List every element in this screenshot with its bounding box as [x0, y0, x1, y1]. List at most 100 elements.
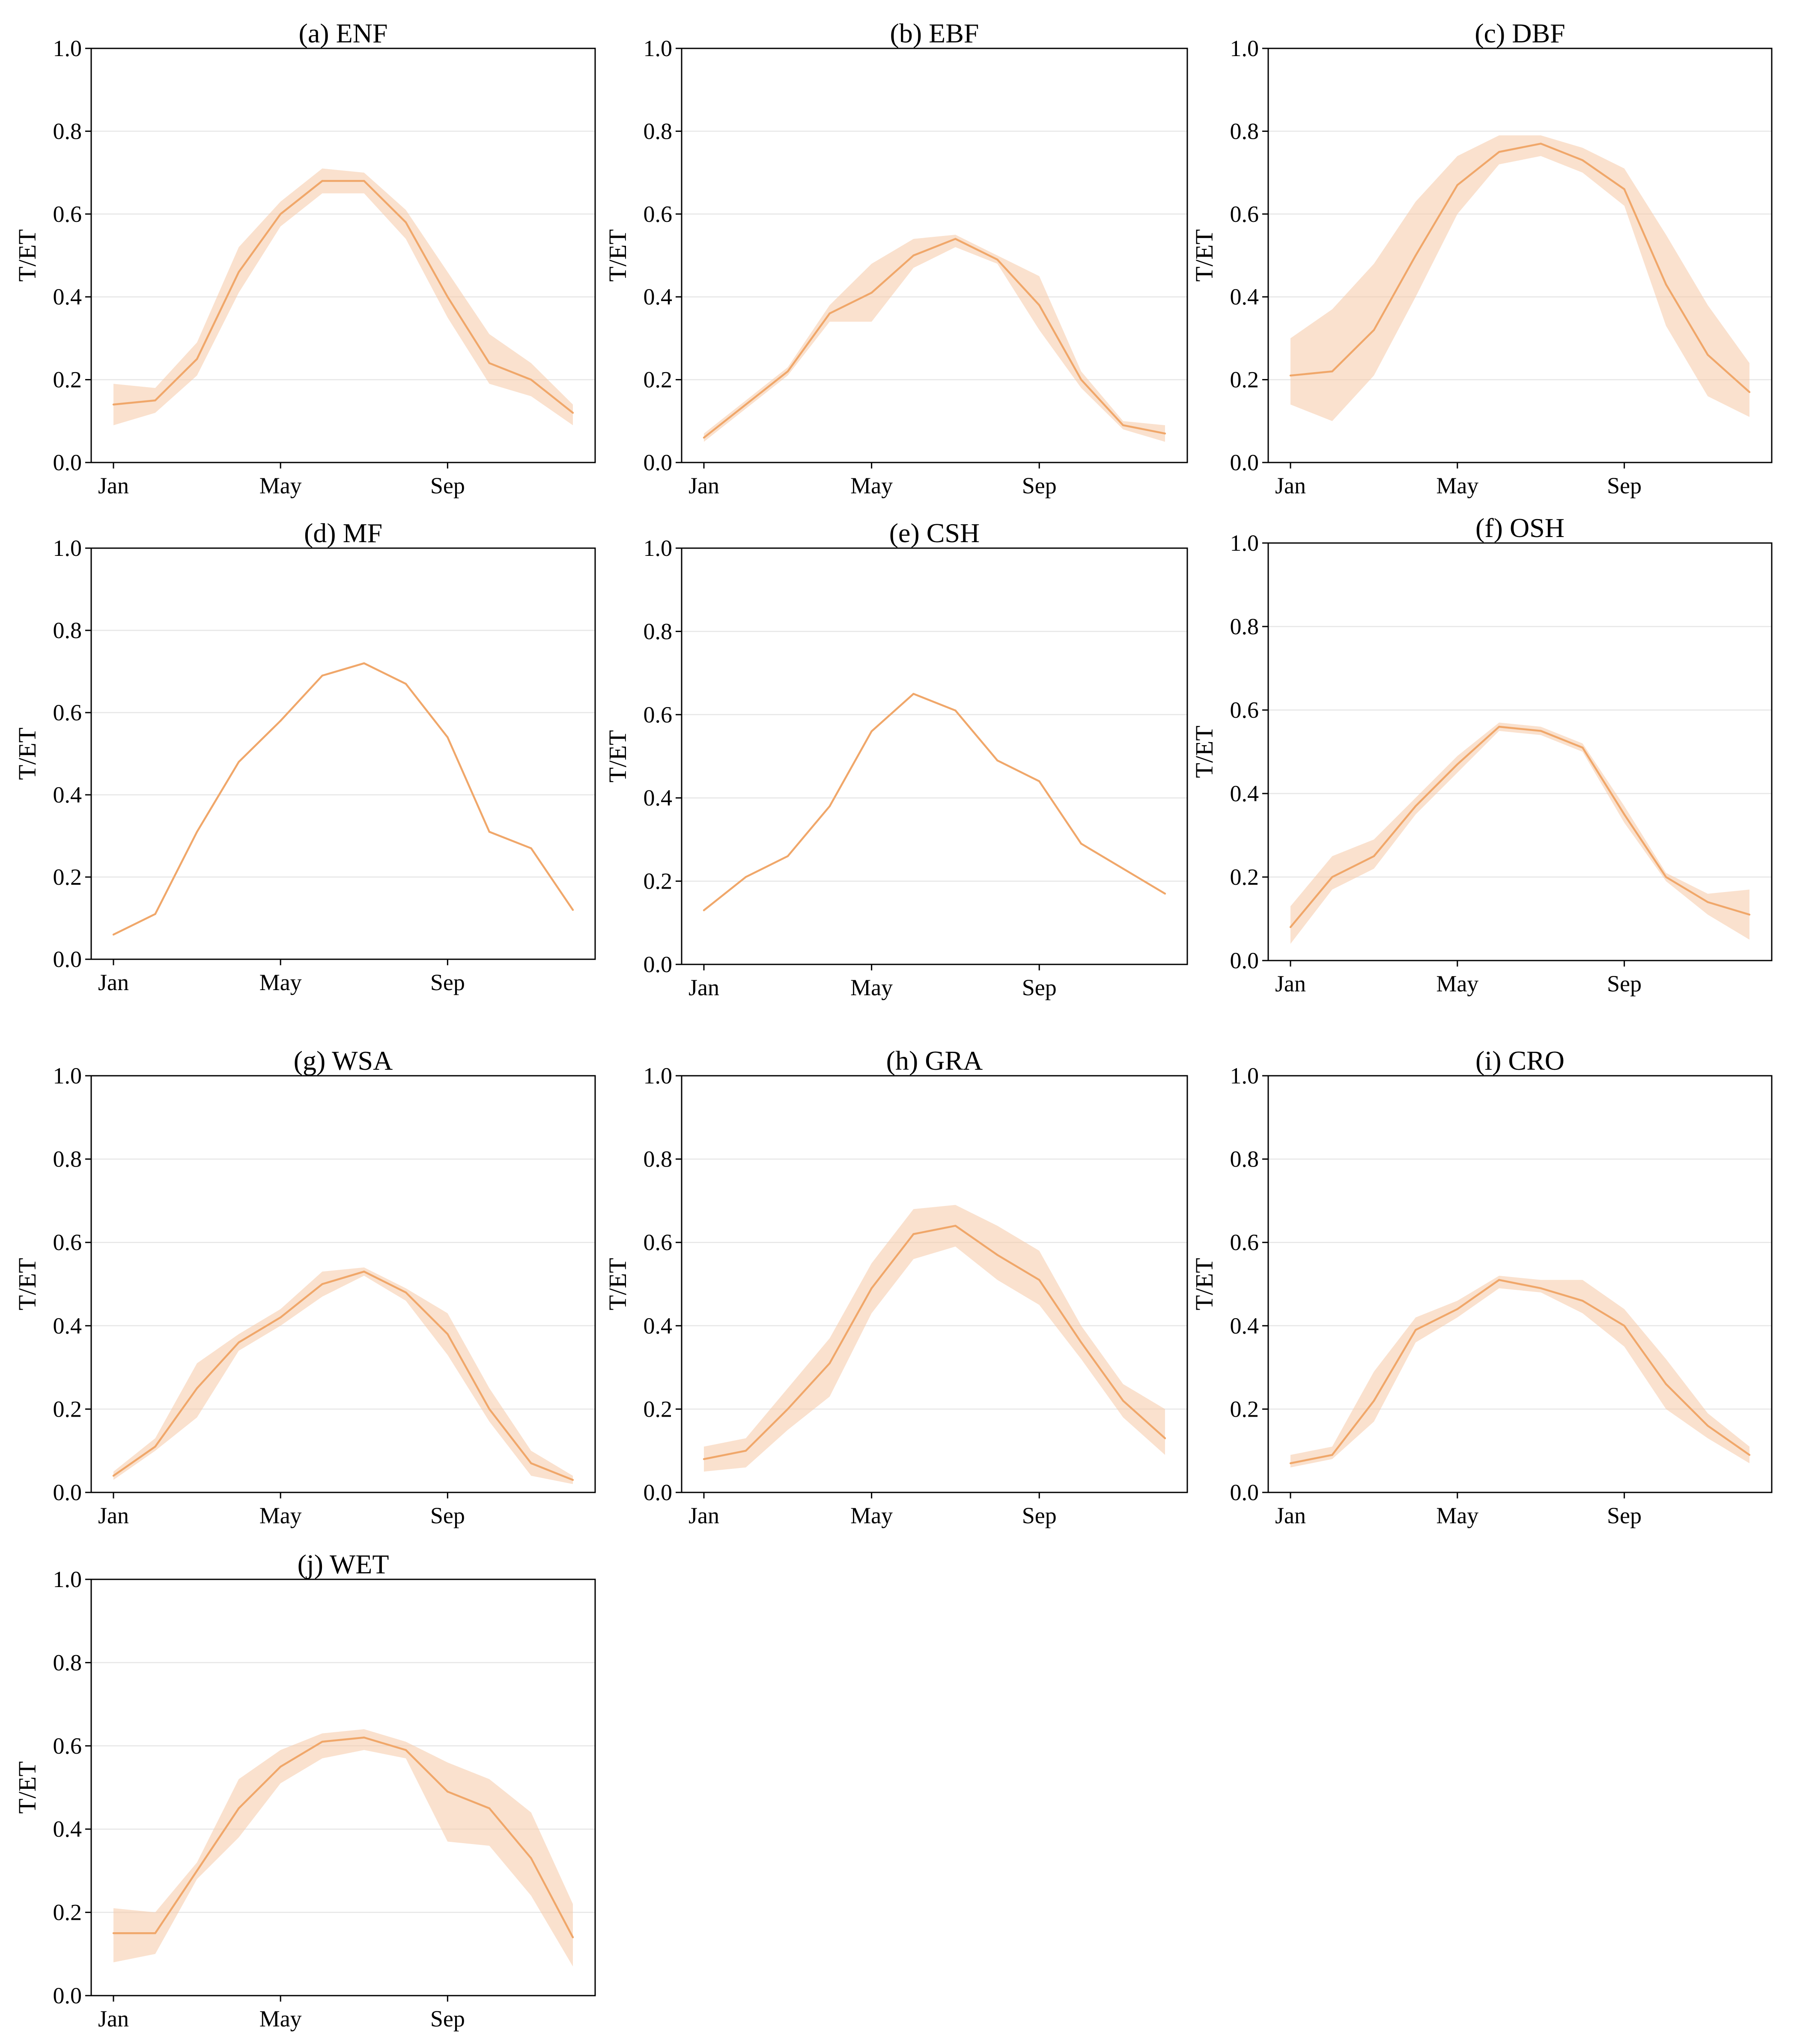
y-axis-label: T/ET	[604, 730, 632, 782]
data-point	[530, 1462, 532, 1465]
data-point	[1164, 433, 1166, 435]
y-tick-label: 0.8	[644, 1146, 673, 1172]
y-tick-label: 0.8	[1230, 614, 1259, 639]
y-tick-label: 0.0	[1230, 948, 1259, 973]
data-point	[996, 759, 998, 761]
data-point	[1748, 391, 1751, 393]
plot-frame	[1267, 1075, 1773, 1493]
subplot-4: 0.0 0.2 0.4 0.6 0.8 1.0 Jan May Sep (d) MF T/ET	[13, 518, 596, 995]
data-point	[112, 934, 115, 936]
data-point	[1415, 254, 1417, 257]
y-tick-label: 0.0	[1230, 1480, 1259, 1505]
data-point	[196, 1387, 198, 1389]
y-axis-label: T/ET	[13, 1761, 41, 1814]
x-tick-label: Sep	[430, 473, 465, 498]
y-tick-label: 0.8	[1230, 118, 1259, 144]
x-tick-label: May	[1436, 971, 1478, 997]
data-point	[1456, 184, 1459, 186]
y-tick-label: 0.2	[53, 1396, 82, 1422]
range-band	[113, 168, 573, 425]
data-point	[745, 403, 747, 406]
data-point	[1038, 1279, 1040, 1281]
data-point	[112, 1932, 115, 1934]
data-point	[321, 674, 323, 677]
plot-frame	[90, 1075, 596, 1493]
data-point	[1581, 159, 1584, 161]
x-tick-label: Sep	[1607, 473, 1642, 498]
data-point	[196, 831, 198, 833]
y-tick-label: 1.0	[1230, 1063, 1259, 1089]
x-tick-label: Jan	[1275, 473, 1306, 498]
data-point	[787, 855, 789, 857]
plot-frame	[90, 547, 596, 960]
range-band	[1290, 722, 1749, 944]
y-tick-label: 1.0	[1230, 36, 1259, 61]
data-point	[703, 909, 705, 911]
data-point	[1038, 780, 1040, 782]
plot-frame	[90, 1579, 596, 1996]
y-tick-label: 1.0	[644, 36, 673, 61]
y-tick-label: 0.4	[53, 284, 82, 310]
data-point	[1373, 1399, 1375, 1402]
data-point	[1498, 1279, 1500, 1281]
data-point	[279, 213, 282, 215]
y-tick-label: 0.0	[53, 946, 82, 972]
data-point	[321, 180, 323, 182]
y-axis-label: T/ET	[13, 1258, 41, 1310]
data-point	[1581, 1300, 1584, 1302]
data-point	[1456, 1308, 1459, 1310]
data-point	[363, 180, 365, 182]
data-point	[1623, 813, 1625, 815]
y-axis-label: T/ET	[1190, 229, 1218, 281]
series-line	[1290, 725, 1750, 928]
subplot-2: 0.0 0.2 0.4 0.6 0.8 1.0 Jan May Sep (b) EBF T/ET	[604, 18, 1188, 498]
plot-frame	[681, 1075, 1188, 1493]
y-tick-label: 0.2	[53, 367, 82, 393]
subplot-3: 0.0 0.2 0.4 0.6 0.8 1.0 Jan May Sep (c) DBF T/ET	[1190, 18, 1773, 498]
chart-title: (d) MF	[304, 518, 382, 548]
data-point	[954, 1225, 957, 1227]
data-point	[1748, 1454, 1751, 1456]
data-point	[238, 271, 240, 273]
data-point	[1080, 1341, 1082, 1343]
data-point	[154, 1932, 156, 1934]
data-point	[154, 399, 156, 402]
x-tick-label: Sep	[1607, 1503, 1642, 1528]
data-point	[279, 1766, 282, 1768]
series-line	[1290, 1279, 1750, 1465]
y-tick-label: 0.2	[1230, 367, 1259, 393]
y-tick-label: 0.8	[644, 118, 673, 144]
data-point	[828, 1362, 831, 1364]
data-point	[1080, 842, 1082, 845]
data-point	[1331, 370, 1333, 373]
y-axis-label: T/ET	[604, 1258, 632, 1310]
x-tick-label: Sep	[1022, 473, 1057, 498]
data-point	[1415, 1329, 1417, 1331]
data-point	[745, 876, 747, 878]
y-tick-label: 0.6	[1230, 1229, 1259, 1255]
data-point	[745, 1450, 747, 1452]
data-point	[1456, 763, 1459, 765]
y-axis-label: T/ET	[13, 728, 41, 780]
series-line	[113, 1271, 573, 1481]
y-tick-label: 0.4	[1230, 781, 1259, 806]
data-point	[1665, 283, 1667, 286]
y-tick-label: 0.4	[53, 1313, 82, 1339]
subplot-5: 0.0 0.2 0.4 0.6 0.8 1.0 Jan May Sep (e) CSH T/ET	[604, 518, 1188, 1000]
y-tick-label: 0.2	[53, 864, 82, 890]
data-point	[405, 683, 407, 685]
y-tick-label: 0.2	[644, 367, 673, 393]
y-tick-label: 0.4	[1230, 284, 1259, 310]
x-tick-label: Jan	[1275, 971, 1306, 997]
y-tick-label: 0.0	[53, 1983, 82, 2008]
data-point	[321, 1283, 323, 1285]
data-point	[530, 847, 532, 850]
y-tick-label: 0.6	[53, 1733, 82, 1759]
data-point	[1540, 730, 1542, 732]
x-tick-label: Jan	[688, 473, 719, 498]
y-tick-label: 0.4	[644, 1313, 673, 1339]
y-tick-label: 1.0	[1230, 530, 1259, 556]
chart-title: (f) OSH	[1475, 513, 1565, 543]
series-line	[113, 1737, 574, 1938]
